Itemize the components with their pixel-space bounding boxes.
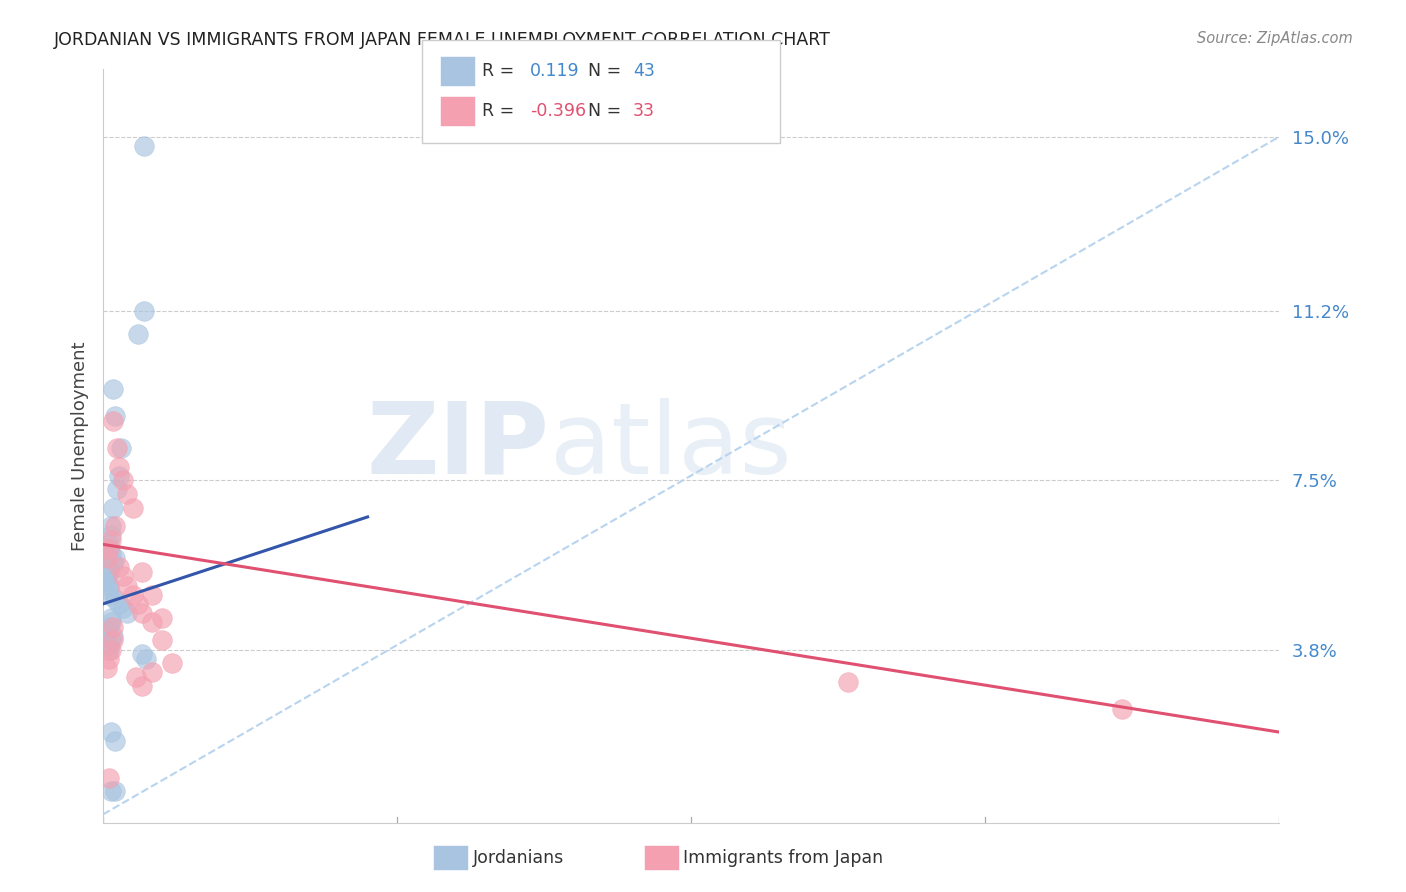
Point [104, 551, 127, 566]
Point [98, 541, 121, 556]
Text: N =: N = [588, 62, 627, 80]
Text: atlas: atlas [550, 398, 792, 494]
Point [131, 679, 153, 693]
Point [96, 551, 118, 566]
Point [98, 560, 121, 574]
Point [150, 610, 173, 624]
Point [134, 304, 156, 318]
Point [100, 633, 122, 648]
Text: Immigrants from Japan: Immigrants from Japan [683, 849, 883, 867]
Text: -0.396: -0.396 [530, 103, 586, 120]
Point [105, 483, 128, 497]
Point [111, 569, 134, 583]
Point [121, 500, 143, 515]
Point [98, 583, 121, 598]
Point [141, 665, 163, 680]
Point [104, 519, 127, 533]
Text: 43: 43 [633, 62, 655, 80]
Point [98, 652, 121, 666]
Point [101, 633, 124, 648]
Point [104, 592, 127, 607]
Point [98, 642, 121, 657]
Text: N =: N = [588, 103, 627, 120]
Point [105, 442, 128, 456]
Point [160, 657, 183, 671]
Point [98, 620, 121, 634]
Point [115, 578, 138, 592]
Point [98, 541, 121, 556]
Text: R =: R = [482, 103, 520, 120]
Point [134, 139, 156, 153]
Point [100, 610, 122, 624]
Point [115, 606, 138, 620]
Point [837, 674, 859, 689]
Text: R =: R = [482, 62, 520, 80]
Point [100, 615, 122, 629]
Point [115, 487, 138, 501]
Point [101, 629, 124, 643]
Point [110, 442, 132, 456]
Point [111, 473, 134, 487]
Point [101, 556, 124, 570]
Point [1111, 702, 1133, 716]
Point [104, 409, 127, 424]
Point [98, 638, 121, 652]
Text: 0.119: 0.119 [530, 62, 579, 80]
Point [121, 588, 143, 602]
Point [101, 620, 124, 634]
Point [98, 537, 121, 551]
Point [100, 533, 122, 547]
Point [141, 615, 163, 629]
Y-axis label: Female Unemployment: Female Unemployment [72, 342, 89, 550]
Point [104, 784, 127, 798]
Point [111, 601, 134, 615]
Point [101, 382, 124, 396]
Text: Jordanians: Jordanians [472, 849, 564, 867]
Point [98, 771, 121, 785]
Point [96, 541, 118, 556]
Point [100, 528, 122, 542]
Point [98, 588, 121, 602]
Text: Source: ZipAtlas.com: Source: ZipAtlas.com [1197, 31, 1353, 46]
Point [107, 597, 129, 611]
Point [127, 326, 149, 341]
Point [131, 565, 153, 579]
Point [96, 661, 118, 675]
Point [96, 574, 118, 588]
Point [96, 624, 118, 639]
Text: ZIP: ZIP [367, 398, 550, 494]
Point [150, 633, 173, 648]
Point [107, 468, 129, 483]
Point [107, 560, 129, 574]
Point [100, 784, 122, 798]
Point [98, 565, 121, 579]
Point [101, 414, 124, 428]
Point [96, 569, 118, 583]
Point [98, 578, 121, 592]
Point [125, 670, 148, 684]
Point [100, 725, 122, 739]
Point [100, 519, 122, 533]
Point [100, 642, 122, 657]
Point [127, 597, 149, 611]
Point [131, 606, 153, 620]
Point [100, 547, 122, 561]
Point [101, 500, 124, 515]
Text: 33: 33 [633, 103, 655, 120]
Point [141, 588, 163, 602]
Point [135, 652, 157, 666]
Point [107, 459, 129, 474]
Point [131, 647, 153, 661]
Text: JORDANIAN VS IMMIGRANTS FROM JAPAN FEMALE UNEMPLOYMENT CORRELATION CHART: JORDANIAN VS IMMIGRANTS FROM JAPAN FEMAL… [53, 31, 831, 49]
Point [104, 734, 127, 748]
